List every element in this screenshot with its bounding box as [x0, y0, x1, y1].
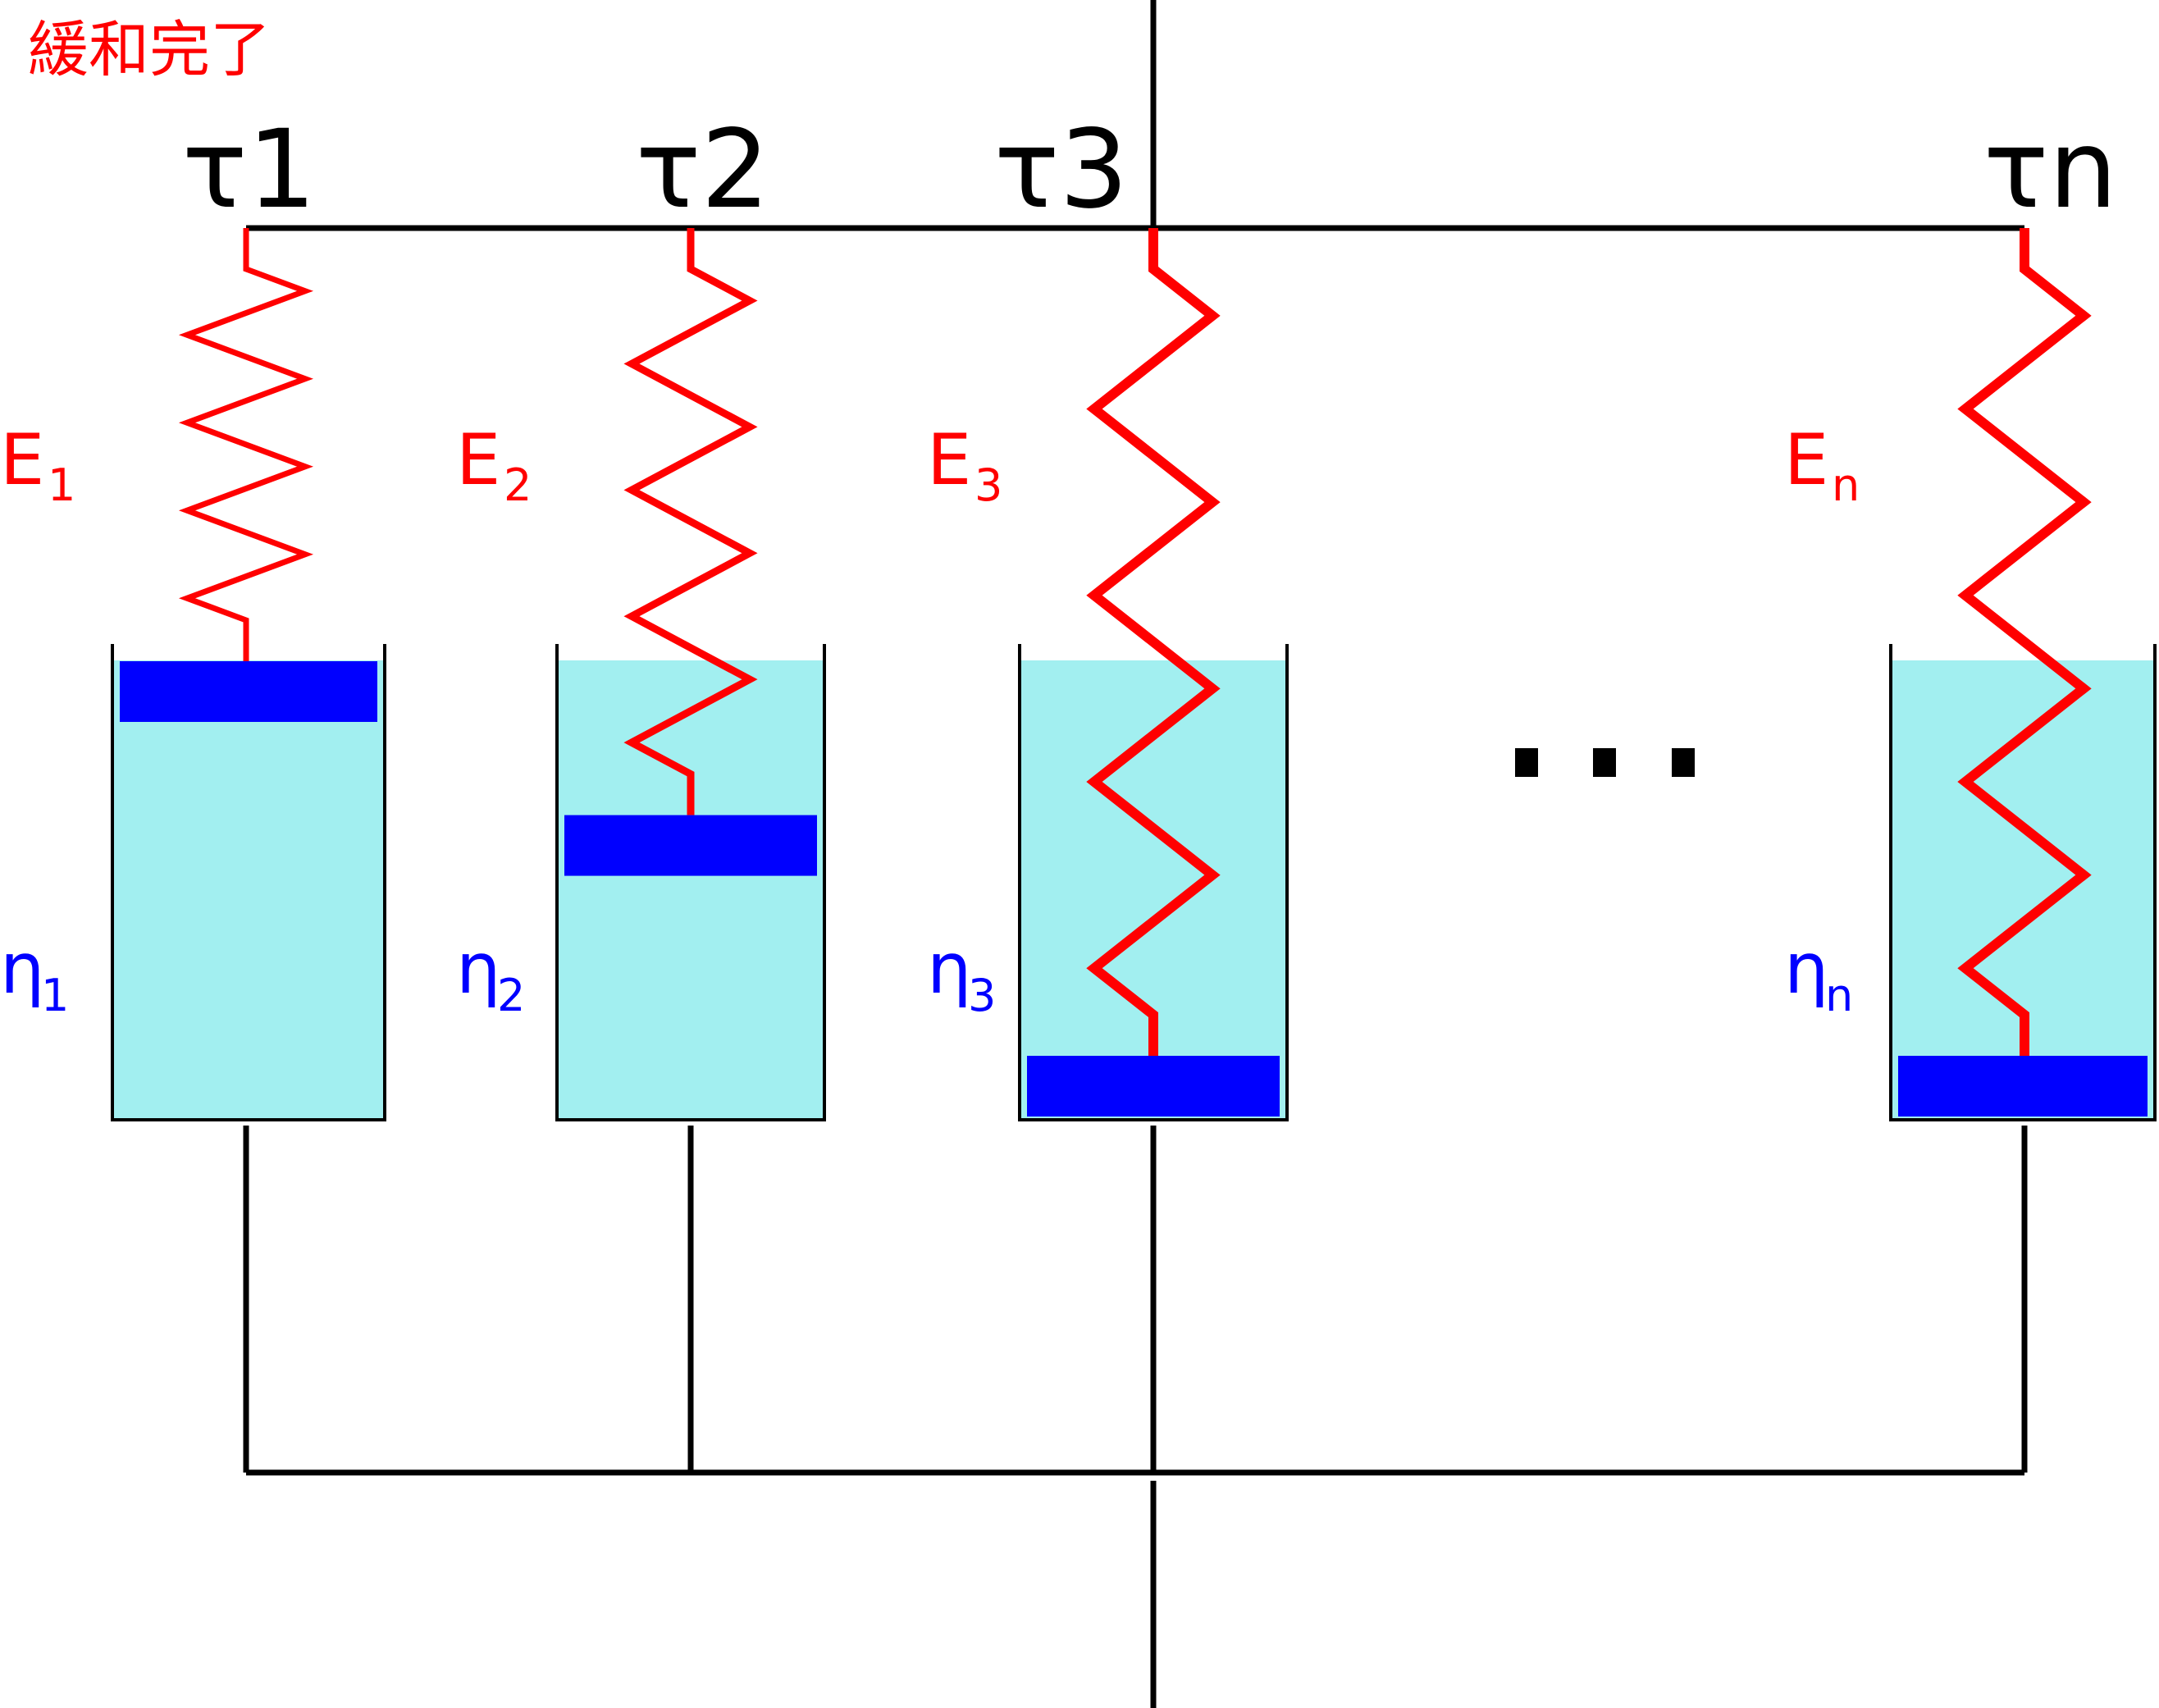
modulus-label-2: E [456, 419, 500, 501]
viscosity-subscript-1: 1 [41, 970, 69, 1021]
maxwell-element-3: τ3E 3η3 [927, 107, 1289, 1473]
dashpot-piston-n [1898, 1056, 2148, 1117]
viscosity-label-1: η [0, 928, 45, 1010]
viscosity-label-n: η [1784, 928, 1829, 1010]
dashpot-fluid [557, 660, 824, 1120]
modulus-label-n: E [1784, 419, 1828, 501]
viscosity-subscript-3: 3 [968, 970, 996, 1021]
dashpot-piston-1 [120, 661, 377, 722]
dashpot-piston-2 [564, 815, 817, 876]
spring-2 [623, 228, 758, 815]
modulus-subscript-2: 2 [504, 459, 532, 511]
dashpot-cup [111, 644, 386, 1121]
title-label: 緩和完了 [28, 15, 271, 85]
ellipsis-dots [1515, 748, 1695, 777]
spring-3 [1086, 228, 1221, 1056]
tau-label-1: τ1 [182, 107, 316, 233]
spring-1 [178, 228, 314, 661]
dashpot-cup [1889, 644, 2157, 1121]
maxwell-element-2: τ2E 2η2 [456, 107, 826, 1473]
tau-label-2: τ2 [636, 107, 769, 233]
viscosity-label-3: η [927, 928, 972, 1010]
maxwell-element-1: τ1E 1η1 [0, 107, 386, 1473]
spring-n [1957, 228, 2092, 1056]
viscosity-label-2: η [456, 928, 501, 1010]
tau-label-n: τn [1983, 107, 2117, 233]
dashpot-piston-3 [1027, 1056, 1280, 1117]
modulus-subscript-n: n [1832, 459, 1860, 511]
modulus-subscript-3: 3 [975, 459, 1002, 511]
maxwell-element-n: τnE nηn [1784, 107, 2157, 1473]
viscosity-subscript-2: 2 [497, 970, 525, 1021]
modulus-subscript-1: 1 [48, 459, 75, 511]
modulus-label-1: E [0, 419, 44, 501]
dashpot-cup [555, 644, 826, 1121]
viscosity-subscript-n: n [1825, 970, 1853, 1021]
dashpot-cup [1018, 644, 1289, 1121]
modulus-label-3: E [927, 419, 971, 501]
dashpot-fluid [112, 660, 385, 1120]
tau-label-3: τ3 [994, 107, 1128, 233]
